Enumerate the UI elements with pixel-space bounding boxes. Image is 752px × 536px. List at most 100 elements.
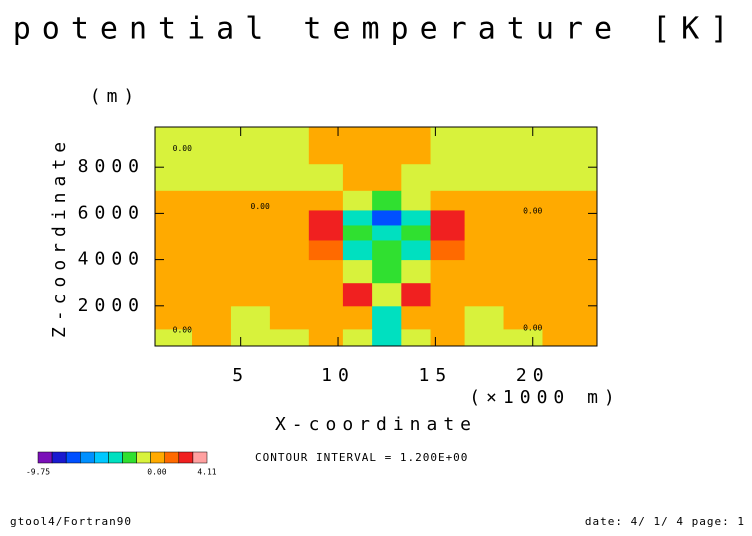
y-tick-label: 8000 (78, 156, 145, 177)
contour-cell (542, 224, 598, 241)
contour-cell (542, 127, 598, 165)
contour-cell (269, 209, 310, 226)
contour-cell (155, 305, 193, 330)
contour-cell (230, 328, 271, 347)
contour-label: 0.00 (173, 144, 192, 153)
contour-cell (401, 239, 432, 261)
contour-cell (269, 282, 310, 307)
colorbar-box (94, 451, 109, 464)
contour-cell (230, 224, 271, 241)
contour-cell (542, 305, 598, 330)
contour-cell (464, 328, 505, 347)
contour-cell (401, 328, 432, 347)
contour-cell (342, 127, 373, 165)
contour-cell (430, 259, 466, 284)
contour-cell (542, 239, 598, 261)
y-tick-label: 6000 (78, 202, 145, 223)
contour-label: 0.00 (523, 207, 542, 216)
contour-cell (430, 305, 466, 330)
contour-cell (155, 282, 193, 307)
contour-cell (542, 163, 598, 191)
contour-cell (155, 239, 193, 261)
contour-cell (269, 224, 310, 241)
contour-cell (155, 163, 193, 191)
contour-cell (430, 209, 466, 226)
colorbar-label: 4.11 (197, 468, 216, 477)
contour-cell (464, 224, 505, 241)
x-tick-label: 20 (516, 365, 550, 386)
colorbar-box (65, 451, 81, 464)
contour-cell (155, 224, 193, 241)
y-tick-label: 2000 (78, 295, 145, 316)
x-tick-label: 15 (419, 365, 453, 386)
contour-cell (503, 209, 543, 226)
contour-cell (308, 282, 344, 307)
contour-cell (230, 282, 271, 307)
contour-cell (372, 127, 402, 165)
contour-cell (230, 239, 271, 261)
colorbar-box (37, 451, 53, 464)
contour-cell (401, 190, 432, 211)
contour-cell (430, 163, 466, 191)
colorbar-box (164, 451, 180, 464)
colorbar-box (136, 451, 151, 464)
colorbar-box (192, 451, 208, 464)
contour-cell (191, 190, 232, 211)
contour-cell (342, 239, 373, 261)
colorbar-label: -9.75 (26, 468, 50, 477)
contour-cell (269, 328, 310, 347)
contour-cell (430, 127, 466, 165)
contour-cell (464, 282, 505, 307)
contour-cell (308, 224, 344, 241)
x-tick-label: 10 (321, 365, 355, 386)
contour-cell (308, 190, 344, 211)
contour-cell (372, 224, 402, 241)
contour-cell (464, 259, 505, 284)
contour-cell (269, 305, 310, 330)
contour-cell (464, 305, 505, 330)
contour-cell (155, 127, 193, 165)
footer-right: date: 4/ 1/ 4 page: 1 (585, 515, 745, 528)
contour-cell (230, 209, 271, 226)
colorbar-box (51, 451, 67, 464)
contour-cell (372, 328, 402, 347)
contour-cell (155, 259, 193, 284)
contour-interval: CONTOUR INTERVAL = 1.200E+00 (255, 451, 468, 464)
contour-cell (230, 190, 271, 211)
contour-cell (372, 305, 402, 330)
contour-cell (308, 305, 344, 330)
contour-cell (503, 282, 543, 307)
contour-label: 0.00 (173, 326, 192, 335)
contour-cell (155, 328, 193, 347)
contour-cell (269, 239, 310, 261)
contour-cell (308, 259, 344, 284)
colorbar-label: 0.00 (147, 468, 166, 477)
contour-cell (269, 190, 310, 211)
colorbar-box (122, 451, 137, 464)
contour-cell (230, 305, 271, 330)
contour-cell (464, 209, 505, 226)
contour-cell (269, 127, 310, 165)
contour-cell (503, 239, 543, 261)
y-tick-label: 4000 (78, 249, 145, 270)
contour-cell (308, 328, 344, 347)
contour-cell (464, 163, 505, 191)
contour-cell (308, 239, 344, 261)
contour-cell (191, 305, 232, 330)
contour-cell (230, 127, 271, 165)
contour-cell (401, 209, 432, 226)
contour-cell (542, 190, 598, 211)
contour-cell (269, 259, 310, 284)
plot-frame (154, 126, 598, 347)
contour-cell (191, 328, 232, 347)
contour-cell (269, 163, 310, 191)
contour-cell (542, 282, 598, 307)
contour-cell (230, 163, 271, 191)
contour-label: 0.00 (523, 323, 542, 332)
contour-cell (342, 209, 373, 226)
contour-cell (342, 282, 373, 307)
contour-cell (342, 163, 373, 191)
contour-cell (430, 224, 466, 241)
contour-cell (155, 209, 193, 226)
